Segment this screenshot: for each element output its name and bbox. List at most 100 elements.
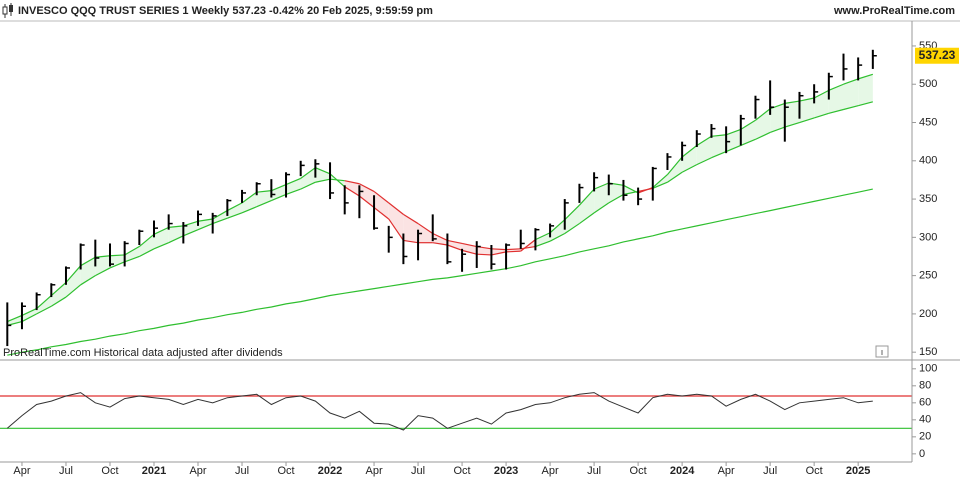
y-tick-label: 40 (919, 414, 931, 426)
ma-line (359, 183, 375, 192)
ma-line (417, 223, 434, 235)
ma-line (65, 265, 82, 283)
ma-fill (344, 180, 360, 197)
y-tick-label: 500 (919, 78, 937, 90)
ma-fill (491, 248, 507, 255)
ma-line (623, 190, 639, 196)
ma-line (80, 275, 96, 286)
ma-line (65, 284, 82, 298)
ma-fill (198, 218, 213, 230)
ma-line (799, 97, 815, 102)
ma-fill (256, 190, 272, 207)
ma-line (403, 239, 419, 244)
ma-line (755, 108, 771, 121)
ma-line (506, 250, 521, 253)
ma-line (139, 248, 155, 258)
ma-line (740, 119, 756, 130)
ma-fill (594, 182, 609, 213)
y-tick-label: 60 (919, 397, 931, 409)
y-tick-label: 200 (919, 308, 937, 320)
ma-fill (227, 202, 243, 219)
ma-line (858, 101, 873, 107)
ma-line (491, 248, 507, 251)
ma-line (696, 135, 712, 146)
ma-line (388, 202, 404, 215)
ma-line (241, 206, 257, 214)
ma-line (124, 255, 140, 263)
ma-line (506, 248, 521, 251)
ma-fill (828, 84, 844, 114)
ma-fill (374, 191, 389, 219)
ma-line (828, 83, 844, 91)
y-tick-label: 300 (919, 231, 937, 243)
ma-line (271, 183, 287, 192)
y-tick-label: 250 (919, 270, 937, 282)
ma-line (329, 178, 345, 182)
x-tick-label: 2025 (846, 465, 870, 477)
ma-line (725, 144, 742, 153)
ma-line (21, 307, 37, 316)
ma-line (212, 210, 228, 220)
x-tick-label: Apr (365, 465, 382, 477)
x-tick-label: Oct (454, 465, 471, 477)
ma-line (813, 89, 830, 99)
ma-line (359, 195, 375, 208)
ma-fill (315, 167, 331, 183)
ma-line (608, 193, 624, 204)
ma-line (711, 134, 727, 137)
ma-fill (212, 210, 228, 224)
ma-line (843, 105, 859, 111)
ma-line (755, 131, 771, 140)
ma-line (183, 220, 199, 227)
ma-line (593, 182, 610, 190)
ma-line (95, 255, 111, 258)
chart-title: INVESCO QQQ TRUST SERIES 1 Weekly 537.23… (18, 5, 433, 17)
ma-line (403, 213, 419, 225)
ma-line (549, 219, 566, 234)
ma-line (344, 180, 360, 185)
last-price-box (915, 47, 959, 64)
oscillator-line (6, 392, 873, 431)
ma-line (652, 181, 668, 189)
ma-line (578, 188, 595, 206)
ma-fill (770, 103, 785, 133)
ma-fill (667, 156, 683, 183)
ma-line (50, 282, 67, 296)
ma-line (153, 242, 169, 250)
ma-fill (608, 182, 624, 203)
last-price-label: 537.23 (919, 48, 956, 62)
ma-line (593, 202, 610, 214)
x-tick-label: Apr (189, 465, 206, 477)
ma-line (447, 239, 463, 245)
ma-line (784, 100, 800, 104)
ma-line (725, 128, 742, 136)
ma-fill (858, 74, 873, 106)
ma-fill (21, 308, 37, 322)
ma-line (373, 190, 390, 204)
ma-line (285, 188, 301, 196)
x-tick-label: Jul (411, 465, 425, 477)
ma-fill (535, 232, 551, 247)
y-tick-label: 350 (919, 193, 937, 205)
ma-line (388, 218, 404, 241)
ma-fill (432, 233, 448, 245)
ma-line (227, 212, 243, 219)
source: www.ProRealTime.com (833, 5, 955, 17)
x-tick-label: 2024 (670, 465, 695, 477)
x-tick-label: Jul (59, 465, 73, 477)
ma-line (476, 253, 492, 256)
ma-line (681, 164, 698, 173)
ma-line (95, 267, 111, 277)
ma-line (843, 78, 859, 85)
ma-line (432, 232, 448, 241)
ma-fill (711, 134, 727, 158)
ma-line (21, 313, 37, 323)
ma-fill (168, 225, 184, 243)
x-tick-label: Oct (277, 465, 294, 477)
ma-line (256, 190, 272, 193)
info-icon (875, 345, 889, 358)
ma-fill (124, 246, 140, 262)
ma-line (784, 121, 800, 128)
ma-line (813, 112, 829, 119)
